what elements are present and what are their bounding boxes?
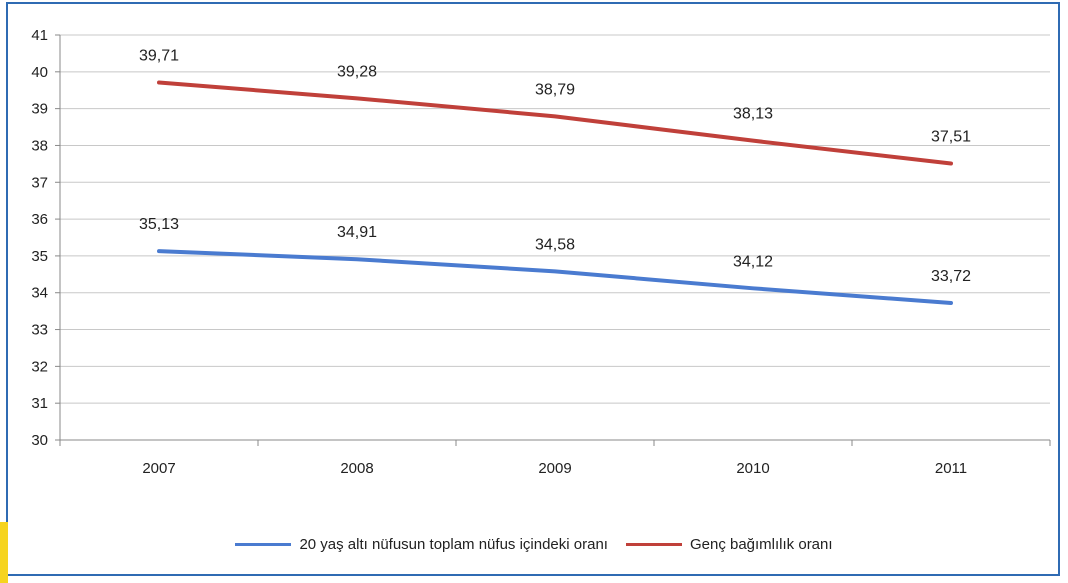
legend-item-blue-series: 20 yaş altı nüfusun toplam nüfus içindek…: [235, 536, 608, 553]
legend-label-red: Genç bağımlılık oranı: [689, 536, 833, 553]
legend-swatch-red: [625, 543, 682, 546]
data-label: 35,13: [139, 216, 179, 233]
data-label: 38,13: [733, 106, 773, 123]
data-label: 34,58: [535, 236, 575, 253]
x-tick-label: 2011: [935, 460, 967, 477]
y-tick-label: 36: [31, 211, 48, 228]
y-tick-label: 34: [31, 285, 48, 302]
y-tick-label: 33: [31, 322, 48, 339]
y-tick-label: 41: [31, 27, 48, 44]
series-line-0: [157, 249, 953, 306]
data-label: 34,12: [733, 253, 773, 270]
y-tick-label: 40: [31, 64, 48, 81]
y-tick-label: 37: [31, 174, 48, 191]
y-tick-label: 38: [31, 137, 48, 154]
y-tick-label: 30: [31, 432, 48, 449]
data-label: 39,28: [337, 63, 377, 80]
legend-item-red-series: Genç bağımlılık oranı: [625, 536, 833, 553]
data-label: 38,79: [535, 81, 575, 98]
y-tick-label: 35: [31, 248, 48, 265]
corner-accent: [0, 522, 8, 583]
legend-swatch-blue: [235, 543, 292, 546]
data-label: 33,72: [931, 268, 971, 285]
y-tick-label: 32: [31, 358, 48, 375]
y-tick-label: 31: [31, 395, 48, 412]
x-tick-label: 2007: [142, 460, 175, 477]
data-label: 34,91: [337, 224, 377, 241]
y-tick-label: 39: [31, 101, 48, 118]
chart-frame: [6, 2, 1060, 576]
x-tick-label: 2008: [340, 460, 373, 477]
data-label: 37,51: [931, 128, 971, 145]
data-label: 39,71: [139, 47, 179, 64]
x-tick-label: 2010: [736, 460, 769, 477]
x-tick-label: 2009: [538, 460, 571, 477]
legend: 20 yaş altı nüfusun toplam nüfus içindek…: [0, 536, 1068, 553]
legend-label-blue: 20 yaş altı nüfusun toplam nüfus içindek…: [299, 536, 608, 553]
